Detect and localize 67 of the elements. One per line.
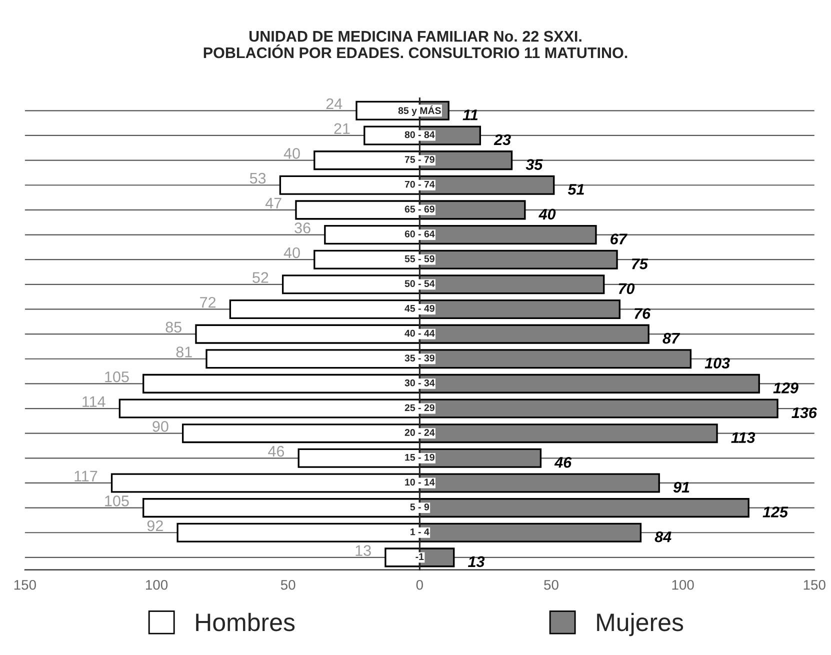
legend-label: Mujeres (597, 612, 684, 636)
data-label: 87 (662, 332, 680, 344)
x-tick-label: 50 (280, 580, 296, 590)
data-label: 85 (166, 322, 182, 333)
y-tick-label: 5 - 9 (410, 504, 430, 510)
legend-label: Hombres (196, 612, 295, 632)
data-label: 105 (105, 496, 129, 506)
y-tick-label: 10 - 14 (405, 478, 435, 486)
y-tick-label: 35 - 39 (404, 354, 434, 362)
chart-title: UNIDAD DE MEDICINA FAMILIAR No. 22 SXXI. POBLACIÓN POR EDADES. CONSULTORIO 11 MATUTINO. (204, 30, 628, 58)
data-label: 76 (634, 308, 651, 319)
x-tick-label: 100 (146, 580, 168, 590)
data-label: 51 (568, 184, 584, 195)
data-label: 103 (704, 358, 730, 369)
data-label: 36 (294, 222, 310, 234)
data-label: 40 (538, 208, 556, 220)
data-label: 21 (334, 123, 350, 134)
data-label: 125 (762, 506, 788, 518)
y-tick-label: 60 - 64 (404, 230, 435, 238)
data-label: 53 (250, 172, 266, 184)
data-label: 11 (462, 110, 478, 120)
data-label: 24 (326, 98, 342, 110)
data-label: 81 (176, 346, 192, 358)
data-label: 114 (82, 396, 106, 407)
y-tick-label: 1 - 4 (410, 528, 430, 536)
x-tick-label: 150 (804, 580, 826, 590)
y-tick-label: -1 (416, 553, 424, 560)
y-tick-label: 15 - 19 (405, 454, 434, 461)
data-label: 70 (618, 283, 635, 294)
data-label: 92 (147, 520, 163, 532)
data-label: 13 (468, 556, 485, 568)
x-tick-label: 0 (416, 580, 423, 590)
data-label: 46 (268, 446, 284, 457)
data-label: 13 (356, 545, 371, 556)
data-label: 46 (554, 456, 572, 468)
data-label: 91 (673, 482, 690, 493)
data-label: 40 (284, 148, 300, 159)
data-label: 117 (74, 470, 98, 482)
data-label: 84 (654, 531, 672, 542)
data-label: 40 (284, 247, 300, 258)
y-tick-label: 20 - 24 (404, 429, 435, 436)
x-tick-label: 150 (14, 580, 36, 590)
y-tick-label: 45 - 49 (404, 304, 434, 312)
data-label: 35 (526, 159, 543, 170)
y-tick-label: 80 - 84 (404, 131, 435, 138)
y-tick-label: 85 y MÁS (398, 105, 441, 116)
x-tick-label: 100 (672, 580, 694, 590)
data-label: 67 (610, 234, 628, 244)
data-label: 105 (105, 371, 129, 382)
x-tick-label: 50 (544, 580, 558, 590)
data-label: 136 (792, 407, 817, 418)
y-tick-label: 55 - 59 (404, 255, 434, 262)
y-tick-label: 25 - 29 (404, 404, 434, 412)
data-label: 52 (252, 272, 268, 283)
y-tick-label: 70 - 74 (404, 180, 435, 188)
y-tick-label: 65 - 69 (404, 206, 434, 213)
data-label: 75 (632, 258, 648, 270)
data-label: 129 (773, 382, 798, 394)
data-label: 23 (494, 134, 511, 146)
y-tick-label: 40 - 44 (404, 330, 435, 337)
y-tick-label: 50 - 54 (404, 280, 435, 288)
y-tick-label: 75 - 79 (404, 156, 434, 163)
data-label: 47 (265, 198, 282, 208)
data-label: 72 (200, 296, 216, 308)
data-label: 113 (731, 432, 756, 443)
y-tick-label: 30 - 34 (404, 379, 435, 386)
data-label: 90 (152, 421, 168, 432)
